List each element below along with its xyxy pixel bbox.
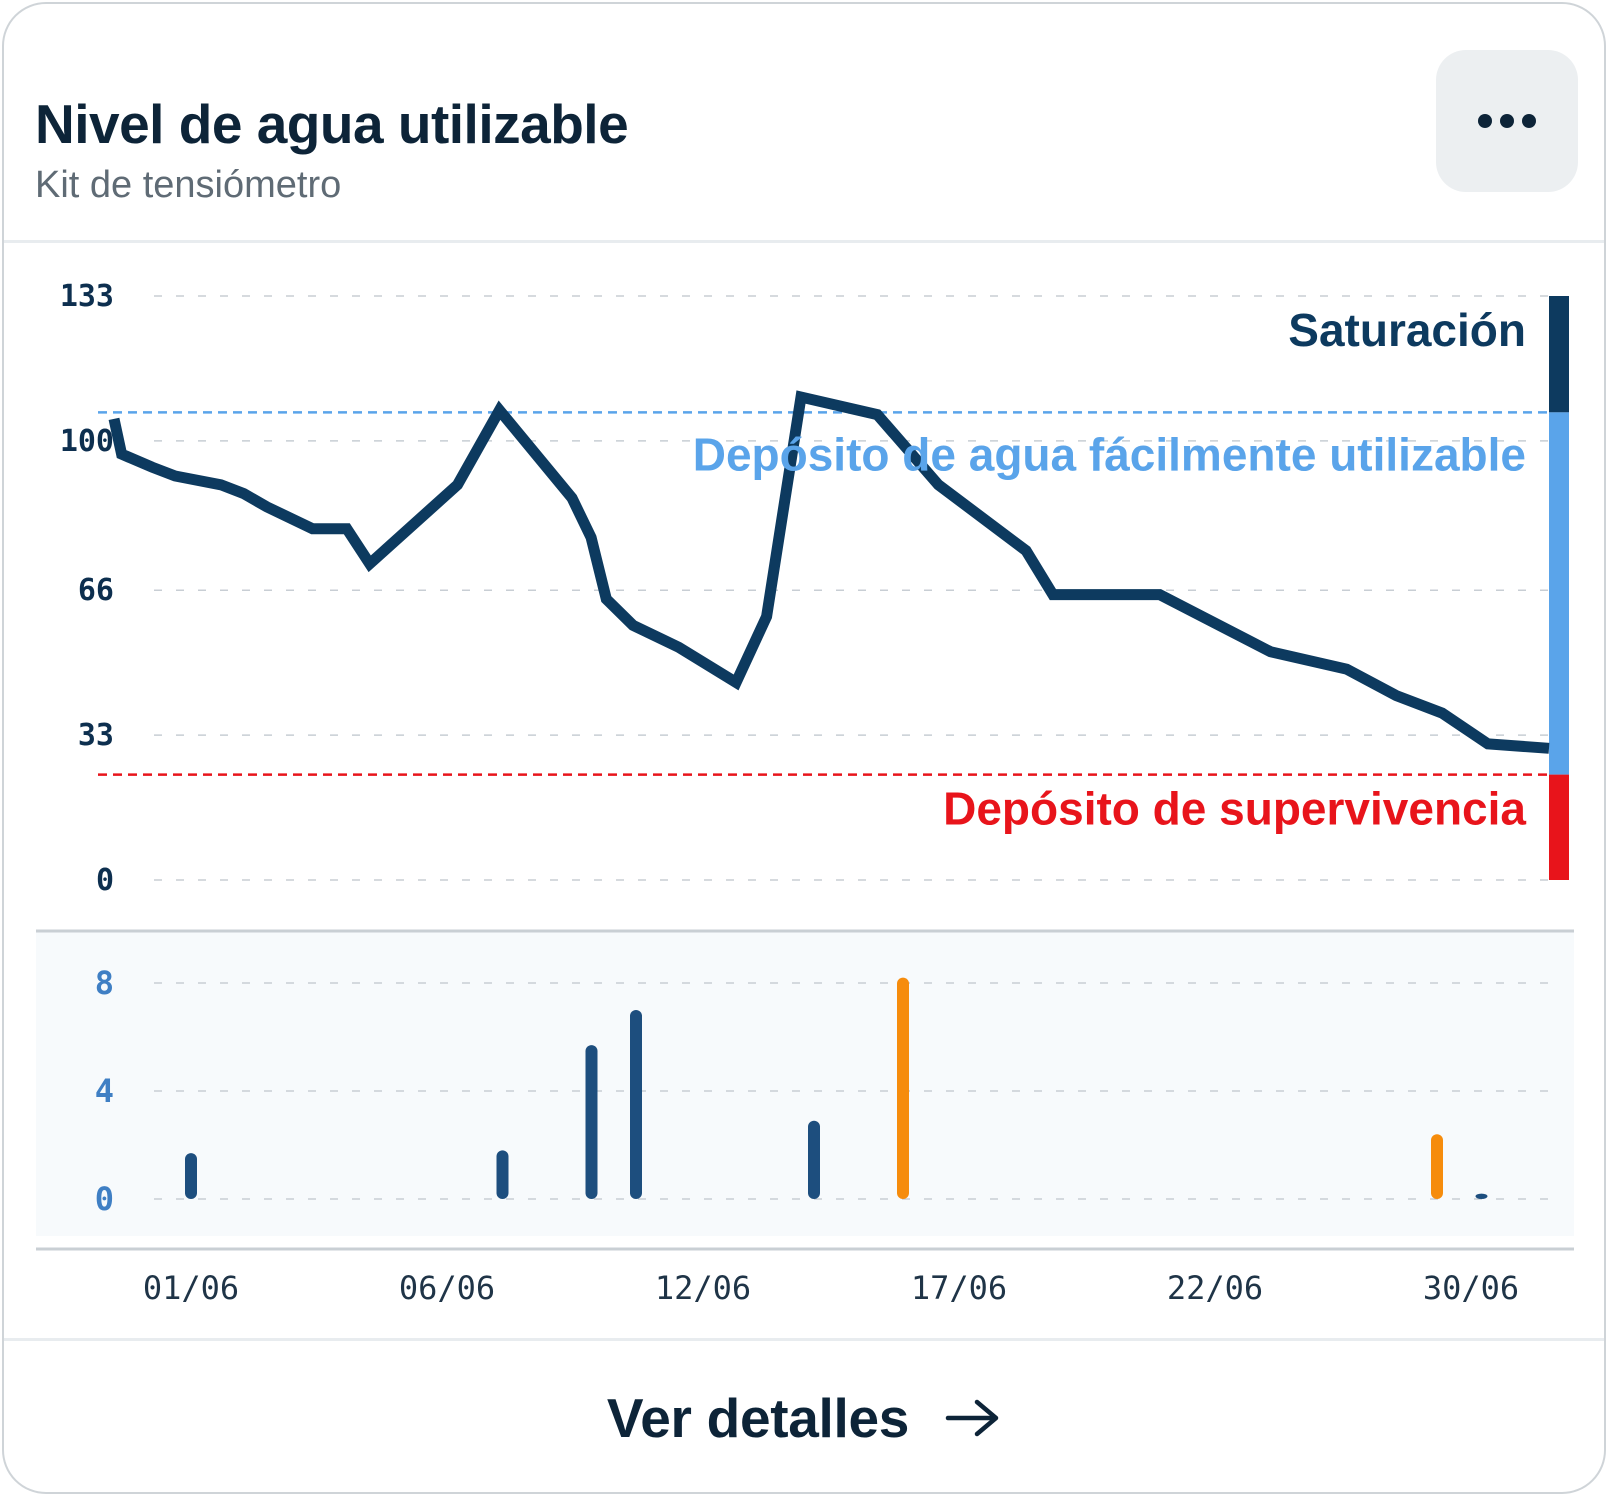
- more-options-button[interactable]: [1436, 50, 1578, 192]
- charts-area: 133 100 66 33 0 Saturación Depósito de agua fá…: [4, 243, 1604, 1338]
- rain-bar: [808, 1120, 820, 1199]
- zone-bar-segment: [1549, 296, 1569, 413]
- x-tick-label: 06/06: [399, 1269, 495, 1307]
- dot: [1500, 114, 1514, 128]
- more-horizontal-icon: [1478, 114, 1536, 128]
- zone-label: Depósito de agua fácilmente utilizable: [693, 428, 1526, 480]
- irrigation-bar: [1431, 1134, 1443, 1199]
- y-tick-label: 33: [78, 718, 114, 753]
- y-tick-label: 100: [60, 424, 114, 459]
- rain-bar: [185, 1153, 197, 1199]
- irrigation-bar: [897, 977, 909, 1199]
- rain-irrigation-chart: 8 4 0: [95, 964, 1549, 1218]
- zone-bar-segment: [1549, 412, 1569, 775]
- x-tick-label: 22/06: [1167, 1269, 1263, 1307]
- rain-chart-background: [36, 931, 1574, 1236]
- water-level-line: [108, 390, 1550, 754]
- water-charts-svg: 133 100 66 33 0 Saturación Depósito de agua fá…: [36, 279, 1574, 1307]
- card-title: Nivel de agua utilizable: [35, 93, 629, 155]
- view-details-button[interactable]: Ver detalles: [4, 1338, 1604, 1492]
- x-axis-ticks: 01/06 06/06 12/06 17/06 22/06 30/06: [143, 1269, 1519, 1307]
- zone-bar-segment: [1549, 774, 1569, 880]
- y-tick-label: 4: [95, 1072, 114, 1110]
- rain-bar: [585, 1045, 598, 1199]
- card-header: Nivel de agua utilizable Kit de tensióme…: [4, 4, 1604, 243]
- rain-bar: [1475, 1193, 1488, 1199]
- water-level-chart: 133 100 66 33 0 Saturación Depósito de agua fá…: [60, 279, 1569, 898]
- x-tick-label: 01/06: [143, 1269, 239, 1307]
- x-tick-label: 30/06: [1423, 1269, 1519, 1307]
- y-tick-label: 133: [60, 279, 114, 314]
- zone-label: Saturación: [1288, 304, 1526, 356]
- dot: [1522, 114, 1536, 128]
- dot: [1478, 114, 1492, 128]
- view-details-label: Ver detalles: [606, 1387, 910, 1449]
- rain-bar: [496, 1150, 509, 1199]
- arrow-right-icon: [945, 1398, 1001, 1438]
- x-tick-label: 17/06: [911, 1269, 1007, 1307]
- y-tick-label: 8: [95, 964, 114, 1002]
- rain-bar: [630, 1010, 642, 1199]
- y-tick-label: 0: [96, 863, 114, 898]
- y-tick-label: 0: [95, 1180, 114, 1218]
- card-subtitle: Kit de tensiómetro: [35, 164, 342, 206]
- y-tick-label: 66: [78, 573, 114, 608]
- zone-label: Depósito de supervivencia: [943, 783, 1526, 835]
- x-tick-label: 12/06: [655, 1269, 751, 1307]
